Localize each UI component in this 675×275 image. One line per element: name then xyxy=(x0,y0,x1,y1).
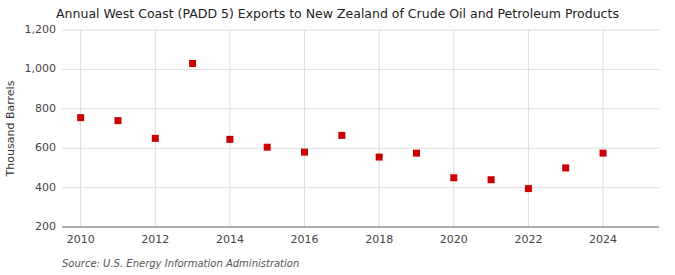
title: Annual West Coast (PADD 5) Exports to Ne… xyxy=(56,6,619,21)
y-axis-label: Thousand Barrels xyxy=(4,80,17,177)
point xyxy=(301,149,308,156)
y-tick-label: 600 xyxy=(35,141,56,154)
y-tick-label: 400 xyxy=(35,181,56,194)
point xyxy=(562,164,569,171)
x-tick-label: 2016 xyxy=(291,233,319,246)
x-grid-line xyxy=(379,30,380,227)
x-grid-line xyxy=(155,30,156,227)
y-tick-label: 800 xyxy=(35,102,56,115)
y-grid-line xyxy=(62,69,659,70)
point xyxy=(77,114,84,121)
y-grid-line xyxy=(62,148,659,149)
x-tick-label: 2010 xyxy=(67,233,95,246)
x-grid-line xyxy=(603,30,604,227)
x-tick-label: 2014 xyxy=(216,233,244,246)
point xyxy=(525,185,532,192)
y-grid-line xyxy=(62,227,659,228)
point xyxy=(413,150,420,157)
annotation: Source: U.S. Energy Information Administ… xyxy=(62,258,299,269)
x-grid-line xyxy=(528,30,529,227)
point xyxy=(338,132,345,139)
point xyxy=(600,150,607,157)
y-grid-line xyxy=(62,30,659,31)
y-tick-label: 200 xyxy=(35,220,56,233)
point xyxy=(450,174,457,181)
x-grid-line xyxy=(80,30,81,227)
x-axis-line xyxy=(62,227,659,228)
y-tick-label: 1,000 xyxy=(25,62,57,75)
points xyxy=(77,60,606,192)
y-tick-label: 1,200 xyxy=(25,23,57,36)
x-tick-label: 2024 xyxy=(589,233,617,246)
x-grid-line xyxy=(453,30,454,227)
point xyxy=(226,136,233,143)
x-grid-line xyxy=(229,30,230,227)
x-tick-label: 2012 xyxy=(141,233,169,246)
point xyxy=(152,135,159,142)
x-tick-label: 2022 xyxy=(514,233,542,246)
point xyxy=(488,176,495,183)
background xyxy=(0,0,675,275)
point xyxy=(189,60,196,67)
point xyxy=(114,117,121,124)
point xyxy=(376,154,383,161)
chart: 200 400 600 800 1,000 1,200 2010 2012 2014 2016 20… xyxy=(0,0,675,275)
point xyxy=(264,144,271,151)
x-tick-label: 2018 xyxy=(365,233,393,246)
x-tick-label: 2020 xyxy=(440,233,468,246)
y-grid-line xyxy=(62,108,659,109)
y-grid-line xyxy=(62,187,659,188)
x-grid-line xyxy=(304,30,305,227)
